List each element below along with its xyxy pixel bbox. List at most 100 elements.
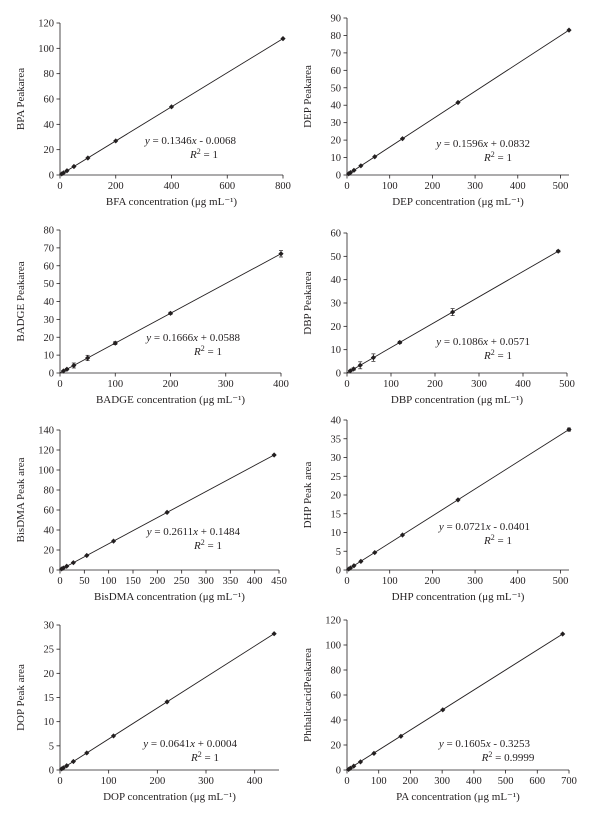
equation-prefix: = 0.1605 — [444, 738, 486, 750]
y-tick-label: 40 — [44, 120, 55, 131]
y-tick-label: 140 — [38, 426, 54, 437]
data-point — [271, 452, 277, 458]
chart-panel-3: 0 100 200 300 400 0 10 20 30 40 50 60 70 80 BADGE conc… — [15, 226, 289, 407]
x-tick-label: 0 — [344, 776, 349, 787]
x-tick-label: 0 — [344, 181, 349, 192]
r-squared-value: = 1 — [495, 350, 512, 362]
data-point — [398, 733, 404, 739]
data-point — [372, 549, 378, 556]
data-point — [71, 362, 77, 369]
x-tick-label: 400 — [273, 379, 289, 390]
equation-suffix: - 0.3253 — [491, 738, 531, 750]
y-tick-label: 5 — [336, 547, 341, 558]
x-tick-label: 0 — [57, 379, 62, 390]
data-point — [351, 563, 357, 569]
data-point — [71, 163, 77, 170]
x-tick-label: 0 — [344, 576, 349, 587]
y-tick-label: 35 — [331, 434, 342, 445]
equation-prefix: = 0.1086 — [441, 336, 483, 348]
equation-y-var: y — [146, 526, 152, 538]
y-tick-label: 20 — [44, 333, 55, 344]
data-point — [113, 138, 119, 144]
r-squared-value: = 1 — [495, 152, 512, 164]
x-tick-label: 500 — [498, 776, 514, 787]
equation-prefix: = 0.0721 — [444, 521, 486, 533]
y-tick-label: 80 — [331, 31, 342, 42]
x-axis-label: BADGE concentration (μg mL⁻¹) — [96, 394, 245, 406]
r-squared-value: = 1 — [202, 752, 219, 764]
data-point — [112, 340, 118, 346]
y-tick-label: 10 — [44, 717, 55, 728]
x-axis-label: PA concentration (μg mL⁻¹) — [396, 791, 520, 803]
x-tick-label: 400 — [247, 576, 263, 587]
y-tick-label: 60 — [331, 229, 342, 240]
y-tick-label: 20 — [331, 741, 342, 752]
equation-y-var: y — [438, 738, 444, 750]
y-tick-label: 80 — [44, 69, 55, 80]
r-squared-value: = 1 — [201, 149, 218, 161]
x-tick-label: 700 — [561, 776, 577, 787]
data-point — [566, 426, 572, 433]
data-point — [64, 366, 70, 372]
r-squared-label: R2 = 1 — [483, 150, 512, 164]
data-point — [110, 733, 117, 739]
y-tick-label: 100 — [325, 641, 341, 652]
data-point — [440, 707, 446, 713]
equation-suffix: + 0.0588 — [198, 332, 240, 344]
y-tick-label: 30 — [331, 118, 342, 129]
equation-suffix: + 0.0004 — [195, 738, 237, 750]
data-point — [84, 552, 90, 559]
y-tick-label: 70 — [331, 48, 342, 59]
y-tick-label: 30 — [44, 315, 55, 326]
data-point — [280, 36, 286, 42]
x-tick-label: 450 — [271, 576, 287, 587]
x-tick-label: 0 — [57, 576, 62, 587]
x-tick-label: 100 — [382, 181, 398, 192]
chart-panel-6: 0 100 200 300 400 500 0 5 10 15 20 25 30 35 40 DHP conc… — [302, 416, 572, 603]
x-tick-label: 400 — [510, 576, 526, 587]
x-tick-label: 500 — [553, 576, 569, 587]
x-tick-label: 600 — [529, 776, 545, 787]
x-axis-label: DEP concentration (μg mL⁻¹) — [392, 196, 524, 208]
x-tick-label: 50 — [79, 576, 90, 587]
y-axis-label: DHP Peak area — [302, 461, 314, 528]
equation-x-var: x — [189, 738, 195, 750]
x-tick-label: 300 — [198, 576, 214, 587]
equation-x-var: x — [482, 336, 488, 348]
data-point — [346, 566, 352, 572]
data-point — [347, 765, 353, 771]
x-tick-label: 300 — [198, 776, 214, 787]
data-point — [351, 366, 357, 372]
r-squared-label: R2 = 1 — [483, 348, 512, 362]
r-squared-value: = 1 — [205, 346, 222, 358]
regression-equation: y = 0.1086x + 0.0571 — [435, 336, 530, 348]
equation-suffix: + 0.0832 — [488, 138, 530, 150]
r-squared-label: R2 = 1 — [193, 344, 222, 358]
equation-y-var: y — [142, 738, 148, 750]
regression-equation: y = 0.1346x - 0.0068 — [144, 135, 237, 147]
data-point — [60, 565, 66, 571]
x-tick-label: 400 — [164, 181, 180, 192]
x-tick-label: 500 — [553, 181, 569, 192]
equation-y-var: y — [435, 138, 441, 150]
r-squared-label: R2 = 1 — [190, 750, 219, 764]
y-tick-label: 120 — [325, 616, 341, 627]
y-tick-label: 0 — [49, 171, 54, 182]
equation-suffix: - 0.0401 — [491, 521, 530, 533]
data-point — [64, 168, 70, 174]
y-tick-label: 20 — [331, 322, 342, 333]
equation-x-var: x — [485, 738, 491, 750]
x-tick-label: 200 — [425, 181, 441, 192]
y-axis-label: BPA Peakarea — [15, 68, 27, 130]
data-point — [450, 309, 456, 315]
x-tick-label: 200 — [425, 576, 441, 587]
y-tick-label: 15 — [44, 693, 55, 704]
y-tick-label: 70 — [44, 243, 55, 254]
y-tick-label: 20 — [44, 669, 55, 680]
regression-equation: y = 0.1605x - 0.3253 — [438, 738, 531, 750]
r-squared-value: = 1 — [205, 540, 222, 552]
data-point — [64, 763, 70, 769]
y-tick-label: 20 — [331, 491, 342, 502]
regression-equation: y = 0.1666x + 0.0588 — [145, 332, 240, 344]
regression-equation: y = 0.0641x + 0.0004 — [142, 738, 237, 750]
